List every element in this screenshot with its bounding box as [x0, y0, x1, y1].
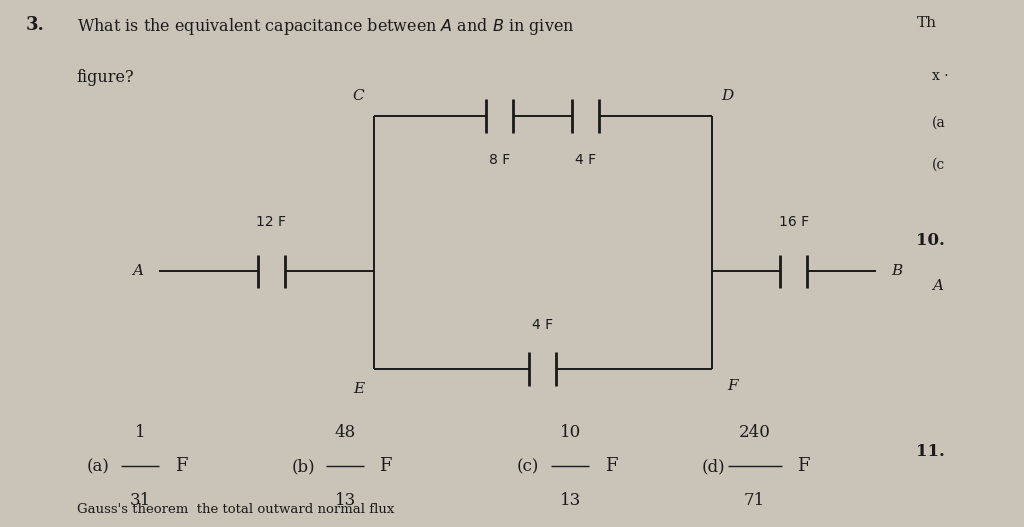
Text: F: F: [379, 457, 392, 475]
Text: A: A: [932, 279, 943, 294]
Text: (a): (a): [87, 458, 110, 475]
Text: 48: 48: [335, 424, 355, 441]
Text: 13: 13: [560, 492, 581, 509]
Text: 11.: 11.: [916, 443, 945, 460]
Text: 3.: 3.: [26, 16, 44, 34]
Text: F: F: [727, 379, 737, 394]
Text: figure?: figure?: [77, 69, 134, 85]
Text: x ·: x ·: [932, 69, 948, 83]
Text: 12 F: 12 F: [256, 215, 287, 229]
Text: 4 F: 4 F: [575, 153, 596, 167]
Text: (b): (b): [292, 458, 315, 475]
Text: Th: Th: [916, 16, 937, 30]
Text: 13: 13: [335, 492, 355, 509]
Text: F: F: [604, 457, 617, 475]
Text: B: B: [891, 265, 902, 278]
Text: A: A: [132, 265, 143, 278]
Text: (c): (c): [517, 458, 540, 475]
Text: (d): (d): [701, 458, 725, 475]
Text: (a: (a: [932, 116, 945, 130]
Text: 16 F: 16 F: [778, 215, 809, 229]
Text: F: F: [174, 457, 187, 475]
Text: E: E: [353, 382, 364, 396]
Text: 8 F: 8 F: [489, 153, 510, 167]
Text: 10: 10: [560, 424, 581, 441]
Text: (c: (c: [932, 158, 945, 172]
Text: What is the equivalent capacitance between $\mathit{A}$ and $\mathit{B}$ in give: What is the equivalent capacitance betwe…: [77, 16, 574, 37]
Text: C: C: [352, 89, 365, 103]
Text: 4 F: 4 F: [532, 318, 553, 332]
Text: 71: 71: [744, 492, 765, 509]
Text: 240: 240: [738, 424, 771, 441]
Text: D: D: [721, 89, 733, 103]
Text: 31: 31: [130, 492, 151, 509]
Text: F: F: [798, 457, 810, 475]
Text: 1: 1: [135, 424, 145, 441]
Text: 10.: 10.: [916, 232, 945, 249]
Text: Gauss's theorem  the total outward normal flux: Gauss's theorem the total outward normal…: [77, 503, 394, 516]
